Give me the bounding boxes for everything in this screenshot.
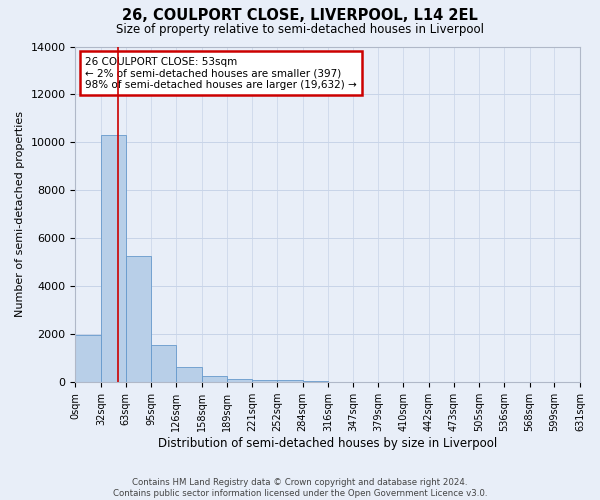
Text: 26, COULPORT CLOSE, LIVERPOOL, L14 2EL: 26, COULPORT CLOSE, LIVERPOOL, L14 2EL xyxy=(122,8,478,22)
Bar xyxy=(227,378,252,382)
Bar xyxy=(252,380,277,382)
Bar xyxy=(202,376,227,382)
Bar xyxy=(101,135,126,382)
Bar xyxy=(302,381,328,382)
Bar xyxy=(151,345,176,382)
X-axis label: Distribution of semi-detached houses by size in Liverpool: Distribution of semi-detached houses by … xyxy=(158,437,497,450)
Text: 26 COULPORT CLOSE: 53sqm
← 2% of semi-detached houses are smaller (397)
98% of s: 26 COULPORT CLOSE: 53sqm ← 2% of semi-de… xyxy=(85,56,357,90)
Text: Size of property relative to semi-detached houses in Liverpool: Size of property relative to semi-detach… xyxy=(116,22,484,36)
Y-axis label: Number of semi-detached properties: Number of semi-detached properties xyxy=(15,112,25,318)
Bar xyxy=(126,256,151,382)
Text: Contains HM Land Registry data © Crown copyright and database right 2024.
Contai: Contains HM Land Registry data © Crown c… xyxy=(113,478,487,498)
Bar xyxy=(176,366,202,382)
Bar xyxy=(277,380,302,382)
Bar xyxy=(76,336,101,382)
